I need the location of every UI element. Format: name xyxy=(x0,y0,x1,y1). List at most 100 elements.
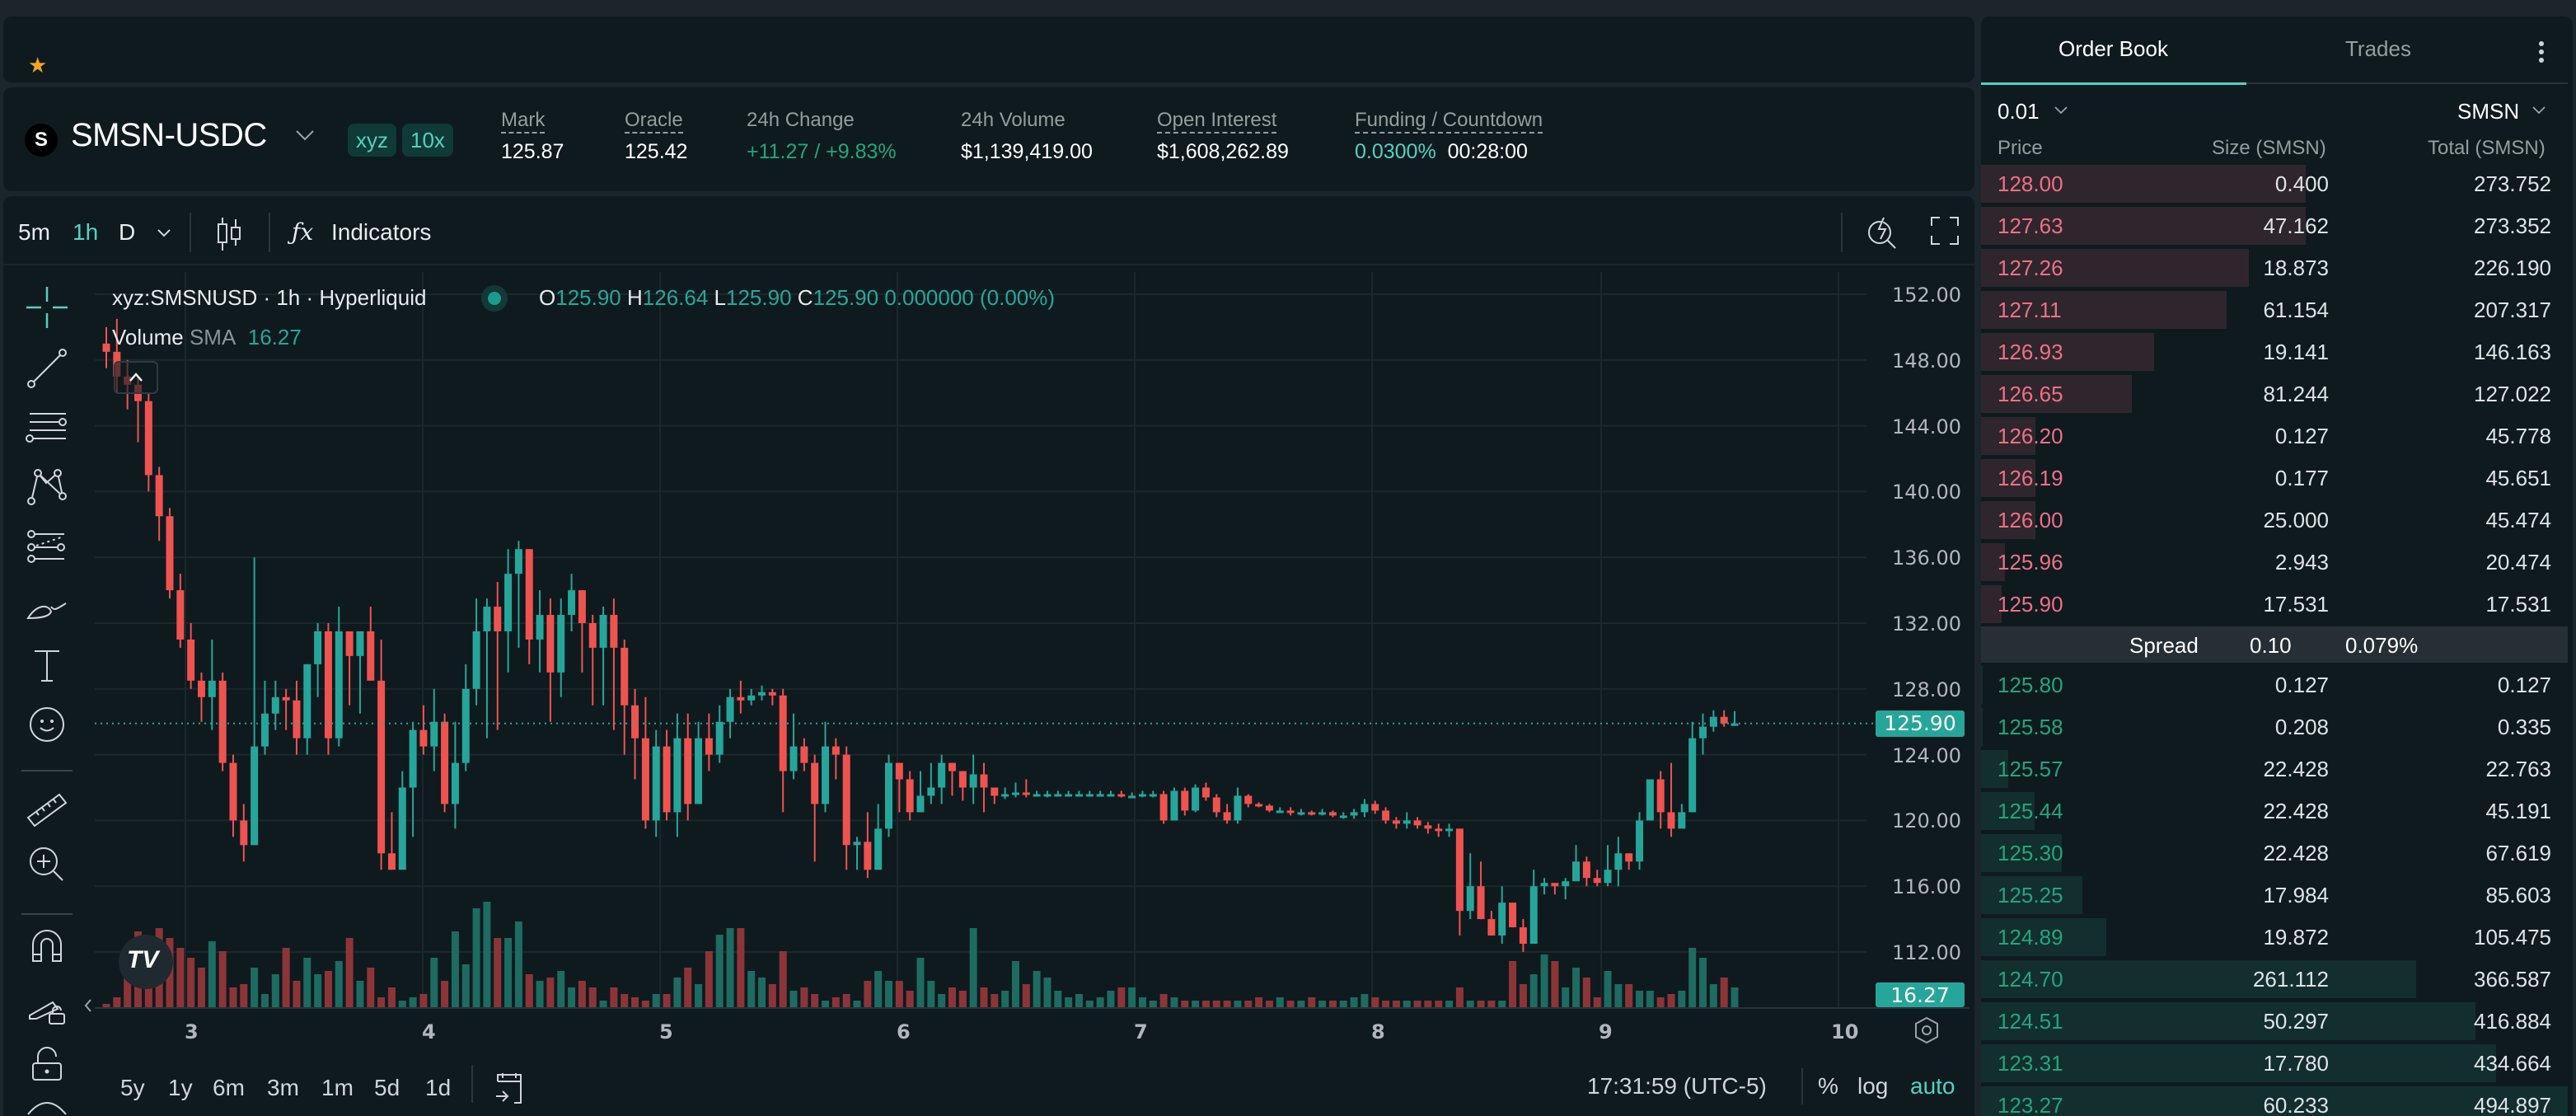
bid-row[interactable]: 123.31 17.780 434.664 xyxy=(1981,1044,2568,1082)
bid-row[interactable]: 125.30 22.428 67.619 xyxy=(1981,834,2568,872)
brush-icon[interactable] xyxy=(25,584,69,628)
chevron-down-icon[interactable] xyxy=(293,124,316,147)
range-1m[interactable]: 1m xyxy=(321,1075,354,1100)
ask-row[interactable]: 126.65 81.244 127.022 xyxy=(1981,375,2568,413)
order-price: 126.93 xyxy=(1998,340,2063,364)
order-size: 0.127 xyxy=(2274,673,2329,697)
lock-drawings-icon[interactable] xyxy=(25,982,69,1027)
stat-24h-volume: 24h Volume $1,139,419.00 xyxy=(961,109,1093,164)
high-value: 126.64 xyxy=(642,285,709,310)
depth-bar xyxy=(1981,501,2035,539)
bid-row[interactable]: 124.51 50.297 416.884 xyxy=(1981,1002,2568,1040)
chevron-down-icon[interactable] xyxy=(157,227,171,239)
fib-retracement-icon[interactable] xyxy=(25,406,69,450)
ruler-icon[interactable] xyxy=(25,785,69,829)
depth-bar xyxy=(1981,666,1983,704)
interval-5m[interactable]: 5m xyxy=(18,219,50,245)
stat-value: 125.42 xyxy=(625,140,688,163)
ohlc-values: O125.90 H126.64 L125.90 C125.90 0.000000… xyxy=(539,285,1055,311)
clock[interactable]: 17:31:59 (UTC-5) xyxy=(1587,1073,1767,1099)
active-tab-indicator xyxy=(1981,82,2246,85)
forecast-icon[interactable] xyxy=(25,524,69,569)
ask-row[interactable]: 126.20 0.127 45.778 xyxy=(1981,417,2568,455)
order-size: 0.208 xyxy=(2274,715,2329,739)
more-options-icon[interactable] xyxy=(2536,40,2546,64)
ask-row[interactable]: 125.96 2.943 20.474 xyxy=(1981,543,2568,581)
bid-row[interactable]: 124.89 19.872 105.475 xyxy=(1981,918,2568,956)
time-label: 10 xyxy=(1831,1020,1859,1043)
crosshair-icon[interactable] xyxy=(25,285,69,330)
spread-label: Spread xyxy=(2129,633,2199,658)
range-6m[interactable]: 6m xyxy=(213,1075,245,1100)
ask-row[interactable]: 127.11 61.154 207.317 xyxy=(1981,291,2568,329)
range-1d[interactable]: 1d xyxy=(425,1075,452,1100)
tool-divider xyxy=(21,770,73,771)
range-5d[interactable]: 5d xyxy=(374,1075,400,1100)
bid-row[interactable]: 125.57 22.428 22.763 xyxy=(1981,750,2568,788)
time-axis-line xyxy=(95,1007,1969,1009)
go-to-date-icon[interactable] xyxy=(493,1071,526,1104)
order-size: 22.428 xyxy=(2263,799,2329,823)
bid-row[interactable]: 125.25 17.984 85.603 xyxy=(1981,876,2568,914)
zoom-in-icon[interactable] xyxy=(25,842,69,887)
bid-row[interactable]: 124.70 261.112 366.587 xyxy=(1981,960,2568,998)
percent-toggle[interactable]: % xyxy=(1818,1073,1838,1099)
range-3m[interactable]: 3m xyxy=(267,1075,299,1100)
order-total: 146.163 xyxy=(2474,340,2551,364)
pattern-icon[interactable] xyxy=(25,465,69,509)
depth-bar xyxy=(1981,1086,2568,1116)
ask-row[interactable]: 125.90 17.531 17.531 xyxy=(1981,585,2568,623)
range-5y[interactable]: 5y xyxy=(120,1075,145,1100)
fx-icon[interactable]: ƒx xyxy=(292,218,314,246)
eye-icon[interactable] xyxy=(25,1096,69,1116)
tab-order-book[interactable]: Order Book xyxy=(2058,36,2168,61)
tradingview-logo[interactable]: TV xyxy=(119,935,173,989)
text-icon[interactable] xyxy=(25,643,69,687)
ask-row[interactable]: 127.26 18.873 226.190 xyxy=(1981,249,2568,287)
ask-row[interactable]: 126.19 0.177 45.651 xyxy=(1981,459,2568,497)
quick-search-icon[interactable] xyxy=(1866,214,1899,251)
ask-row[interactable]: 126.00 25.000 45.474 xyxy=(1981,501,2568,539)
order-size: 17.984 xyxy=(2263,883,2329,907)
bid-row[interactable]: 125.80 0.127 0.127 xyxy=(1981,666,2568,704)
collapse-legend-button[interactable] xyxy=(114,361,158,394)
ask-row[interactable]: 126.93 19.141 146.163 xyxy=(1981,333,2568,371)
emoji-icon[interactable] xyxy=(25,702,69,747)
time-label: 7 xyxy=(1134,1020,1148,1043)
magnet-icon[interactable] xyxy=(25,923,69,968)
order-total: 105.475 xyxy=(2474,925,2551,950)
bid-row[interactable]: 125.44 22.428 45.191 xyxy=(1981,792,2568,830)
fullscreen-icon[interactable] xyxy=(1930,216,1960,246)
stat-label: Open Interest xyxy=(1157,109,1277,134)
unit-select[interactable]: SMSN xyxy=(2457,99,2519,124)
leverage-badge[interactable]: 10x xyxy=(402,124,453,157)
interval-d[interactable]: D xyxy=(119,219,136,245)
interval-1h[interactable]: 1h xyxy=(73,219,99,245)
price-chart[interactable] xyxy=(95,272,1969,1010)
candlestick-type-icon[interactable] xyxy=(214,216,244,252)
unlock-icon[interactable] xyxy=(25,1042,69,1086)
chart-settings-icon[interactable] xyxy=(1912,1015,1941,1045)
ask-row[interactable]: 127.63 47.162 273.352 xyxy=(1981,207,2568,245)
bid-row[interactable]: 125.58 0.208 0.335 xyxy=(1981,708,2568,746)
order-price: 127.26 xyxy=(1998,256,2063,280)
order-total: 45.474 xyxy=(2485,508,2551,532)
bid-row[interactable]: 123.27 60.233 494.897 xyxy=(1981,1086,2568,1116)
star-icon[interactable]: ★ xyxy=(28,53,48,77)
pair-selector[interactable]: SMSN-USDC xyxy=(71,117,267,153)
indicators-button[interactable]: Indicators xyxy=(331,219,432,245)
trendline-icon[interactable] xyxy=(25,346,69,391)
chevron-left-icon[interactable] xyxy=(82,997,94,1014)
chevron-down-icon[interactable] xyxy=(2532,106,2546,115)
log-toggle[interactable]: log xyxy=(1857,1073,1889,1099)
auto-toggle[interactable]: auto xyxy=(1910,1073,1955,1099)
stat-mark: Mark 125.87 xyxy=(501,109,564,164)
tab-trades[interactable]: Trades xyxy=(2345,36,2411,61)
chevron-down-icon[interactable] xyxy=(2054,106,2068,115)
order-total: 20.474 xyxy=(2485,550,2551,574)
order-total: 226.190 xyxy=(2474,256,2551,280)
range-1y[interactable]: 1y xyxy=(168,1075,193,1100)
price-axis-label: 120.00 xyxy=(1892,809,1961,833)
tick-size-select[interactable]: 0.01 xyxy=(1998,99,2040,124)
ask-row[interactable]: 128.00 0.400 273.752 xyxy=(1981,165,2568,203)
